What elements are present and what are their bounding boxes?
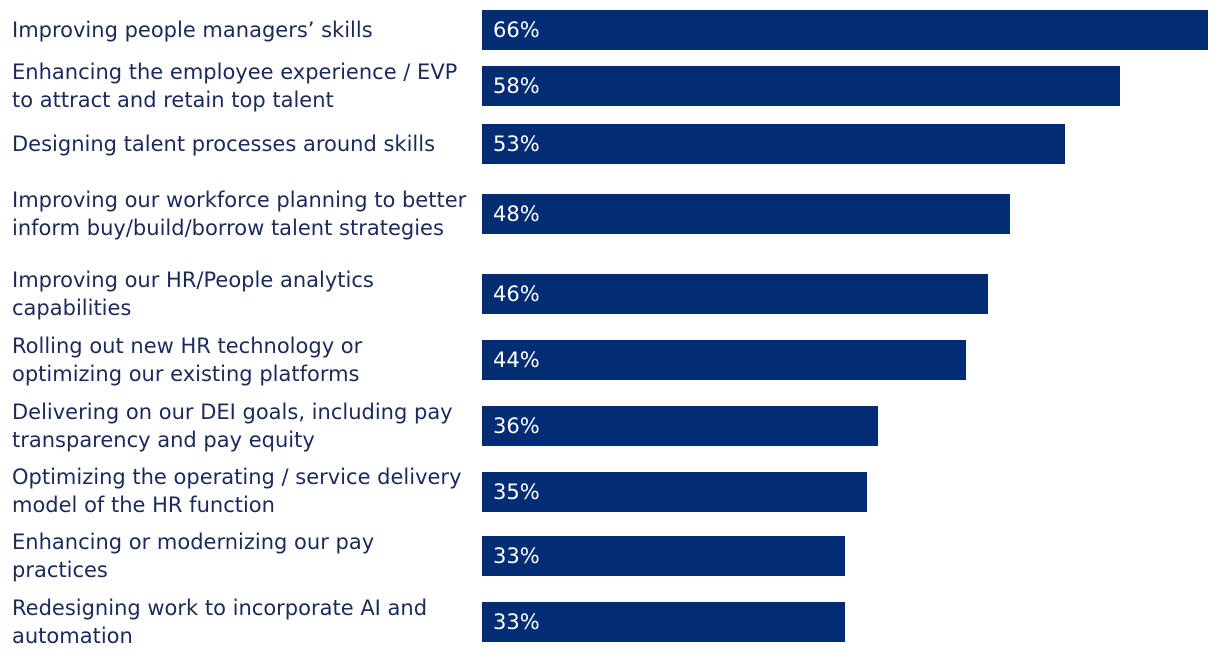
bar: 48% xyxy=(482,194,1010,234)
bar-value-label: 53% xyxy=(493,132,540,156)
category-label: Enhancing the employee experience / EVP … xyxy=(12,60,458,112)
bar: 33% xyxy=(482,536,845,576)
category-label: Improving people managers’ skills xyxy=(12,18,373,42)
bar: 44% xyxy=(482,340,966,380)
bar-value-label: 36% xyxy=(493,414,540,438)
category-label: Improving our workforce planning to bett… xyxy=(12,188,467,240)
bar-value-label: 33% xyxy=(493,544,540,568)
bar: 46% xyxy=(482,274,988,314)
bar: 58% xyxy=(482,66,1120,106)
bar-value-label: 58% xyxy=(493,74,540,98)
bar-value-label: 44% xyxy=(493,348,540,372)
category-label: Rolling out new HR technology or optimiz… xyxy=(12,334,363,386)
bar: 53% xyxy=(482,124,1065,164)
bar-value-label: 35% xyxy=(493,480,540,504)
category-label: Enhancing or modernizing our pay practic… xyxy=(12,530,375,582)
bar-value-label: 33% xyxy=(493,610,540,634)
category-label: Optimizing the operating / service deliv… xyxy=(12,465,462,517)
category-label: Designing talent processes around skills xyxy=(12,132,436,156)
bar-value-label: 66% xyxy=(493,18,540,42)
bar: 66% xyxy=(482,10,1208,50)
bar: 35% xyxy=(482,472,867,512)
bar: 36% xyxy=(482,406,878,446)
category-label: Delivering on our DEI goals, including p… xyxy=(12,400,453,452)
category-label: Redesigning work to incorporate AI and a… xyxy=(12,596,428,648)
category-label: Improving our HR/People analytics capabi… xyxy=(12,268,374,320)
bar-value-label: 48% xyxy=(493,202,540,226)
bar: 33% xyxy=(482,602,845,642)
bar-value-label: 46% xyxy=(493,282,540,306)
